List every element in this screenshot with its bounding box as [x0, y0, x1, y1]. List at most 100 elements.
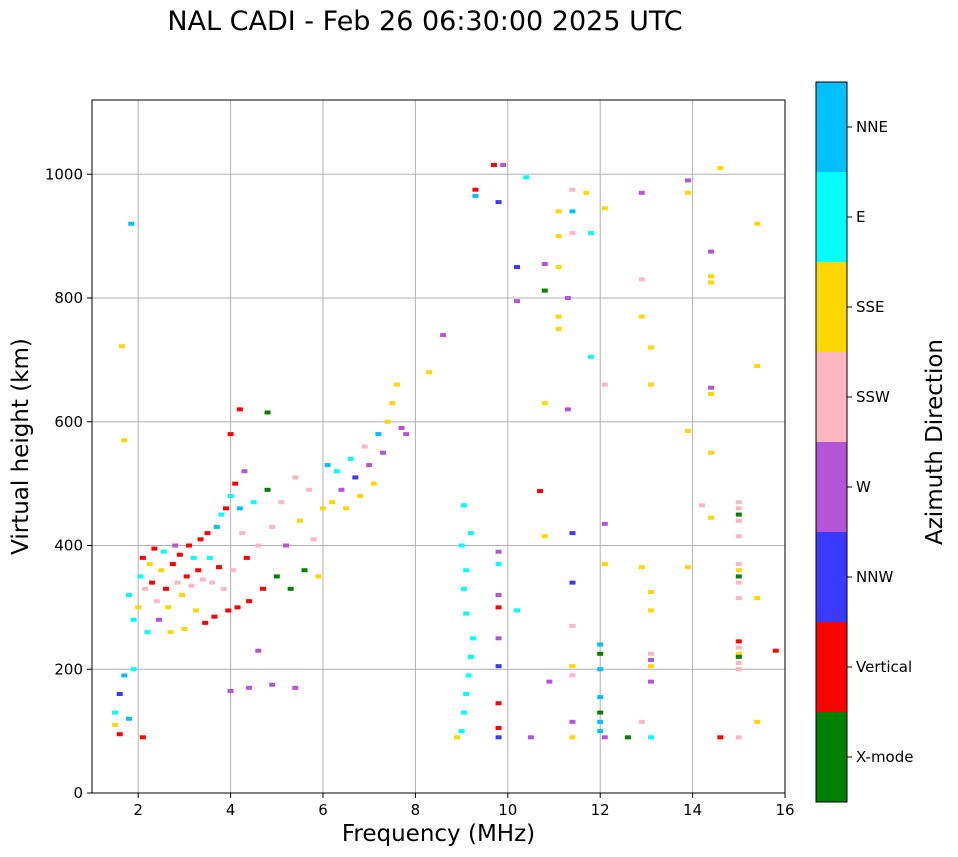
data-point [179, 593, 186, 597]
data-point [684, 429, 691, 434]
data-point [735, 645, 742, 650]
data-point [393, 382, 400, 387]
data-point [227, 494, 234, 498]
data-point [269, 682, 276, 687]
data-point [225, 608, 232, 613]
colorbar-tick-label: SSE [856, 298, 885, 316]
data-point [188, 583, 195, 588]
data-point [128, 221, 135, 226]
data-point [569, 187, 576, 192]
x-tick-label: 12 [591, 801, 610, 819]
data-point [495, 562, 502, 567]
data-point [403, 432, 410, 437]
data-point [648, 735, 655, 740]
data-point [463, 692, 470, 696]
data-point [495, 605, 502, 610]
data-point [220, 586, 227, 591]
data-point [472, 193, 479, 198]
data-points [112, 162, 779, 740]
colorbar-tick-label: W [856, 478, 871, 496]
data-point [460, 503, 467, 508]
data-point [735, 506, 742, 511]
data-point [172, 543, 179, 548]
data-point [735, 651, 742, 656]
data-point [347, 456, 354, 461]
data-point [222, 506, 229, 511]
data-point [648, 657, 655, 662]
data-point [569, 531, 576, 536]
colorbar: X-mode Vertical NNW W SSW SSE E NNE [815, 81, 913, 803]
data-point [130, 617, 137, 622]
data-point [735, 518, 742, 523]
data-point [333, 469, 340, 474]
data-point [218, 512, 225, 517]
chart-title: NAL CADI - Feb 26 06:30:00 2025 UTC [167, 6, 683, 37]
data-point [754, 719, 761, 724]
data-point [467, 654, 474, 659]
data-point [246, 599, 253, 604]
data-point [174, 580, 181, 585]
data-point [555, 234, 562, 239]
data-point [183, 574, 190, 579]
data-point [116, 692, 123, 696]
data-point [192, 608, 199, 613]
x-axis-ticks: 2 4 6 8 10 12 14 16 [133, 793, 795, 819]
data-point [296, 518, 303, 523]
data-point [186, 543, 193, 548]
data-point [463, 611, 470, 616]
data-point [472, 187, 479, 192]
data-point [121, 438, 128, 443]
data-point [555, 314, 562, 319]
data-point [638, 314, 645, 319]
data-point [453, 735, 460, 740]
data-point [523, 175, 530, 180]
data-point [601, 521, 608, 526]
data-point [495, 664, 502, 669]
data-point [142, 586, 149, 591]
data-point [243, 555, 250, 560]
data-point [601, 382, 608, 387]
data-point [638, 565, 645, 570]
data-point [698, 503, 705, 508]
data-point [310, 537, 317, 542]
data-point [717, 166, 724, 171]
colorbar-swatch [816, 712, 847, 802]
y-tick-label: 800 [54, 289, 83, 307]
data-point [735, 580, 742, 585]
data-point [648, 382, 655, 387]
data-point [597, 710, 604, 715]
data-point [255, 648, 262, 653]
data-point [380, 450, 387, 455]
grid-lines [92, 100, 786, 794]
data-point [195, 568, 202, 573]
data-point [370, 481, 377, 486]
data-point [112, 722, 119, 727]
data-point [583, 190, 590, 195]
y-tick-label: 1000 [45, 165, 83, 183]
x-tick-label: 2 [133, 801, 143, 819]
data-point [527, 735, 534, 740]
data-point [638, 277, 645, 282]
data-point [708, 515, 715, 520]
data-point [514, 608, 521, 613]
y-tick-label: 400 [54, 537, 83, 555]
data-point [708, 280, 715, 285]
data-point [597, 695, 604, 700]
data-point [440, 333, 447, 338]
data-point [236, 407, 243, 412]
data-point [338, 487, 345, 492]
data-point [352, 475, 359, 480]
data-point [264, 487, 271, 492]
data-point [135, 605, 142, 610]
data-point [460, 710, 467, 715]
data-point [601, 562, 608, 567]
data-point [125, 716, 132, 721]
data-point [426, 370, 433, 375]
data-point [139, 555, 146, 560]
x-axis-label: Frequency (MHz) [342, 821, 535, 847]
data-point [638, 719, 645, 724]
data-point [555, 265, 562, 270]
data-point [269, 524, 276, 529]
data-point [754, 364, 761, 369]
